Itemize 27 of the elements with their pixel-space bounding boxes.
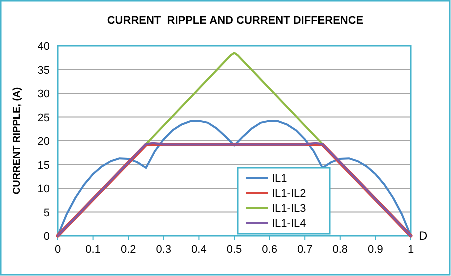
x-tick-label: 1: [408, 244, 414, 256]
x-axis-title: D: [419, 229, 428, 243]
x-tick-label: 0.6: [262, 244, 278, 256]
y-tick-label: 30: [38, 88, 50, 100]
x-tick-label: 0.2: [120, 244, 136, 256]
y-tick-label: 20: [38, 136, 50, 148]
x-tick-label: 0.4: [192, 244, 207, 256]
legend-label: IL1-IL3: [272, 203, 306, 215]
y-tick-label: 25: [38, 112, 50, 124]
x-tick-label: 0.9: [368, 244, 384, 256]
y-axis-title: CURRENT RIPPLE, (A): [12, 87, 23, 195]
x-tick-label: 0.3: [156, 244, 172, 256]
x-tick-label: 0.1: [86, 244, 101, 256]
x-tick-label: 0.8: [332, 244, 348, 256]
y-tick-label: 0: [44, 231, 50, 243]
legend-label: IL1: [272, 173, 288, 185]
y-tick-label: 10: [38, 184, 50, 196]
x-tick-label: 0.7: [297, 244, 313, 256]
chart-title: CURRENT RIPPLE AND CURRENT DIFFERENCE: [107, 15, 364, 27]
y-tick-label: 15: [38, 160, 50, 172]
legend-label: IL1-IL4: [272, 218, 306, 230]
y-tick-label: 5: [44, 207, 50, 220]
legend-label: IL1-IL2: [272, 188, 306, 200]
y-tick-label: 35: [38, 64, 50, 77]
x-tick-label: 0.5: [226, 244, 242, 256]
x-tick-label: 0: [54, 244, 62, 256]
y-tick-label: 40: [38, 41, 50, 53]
